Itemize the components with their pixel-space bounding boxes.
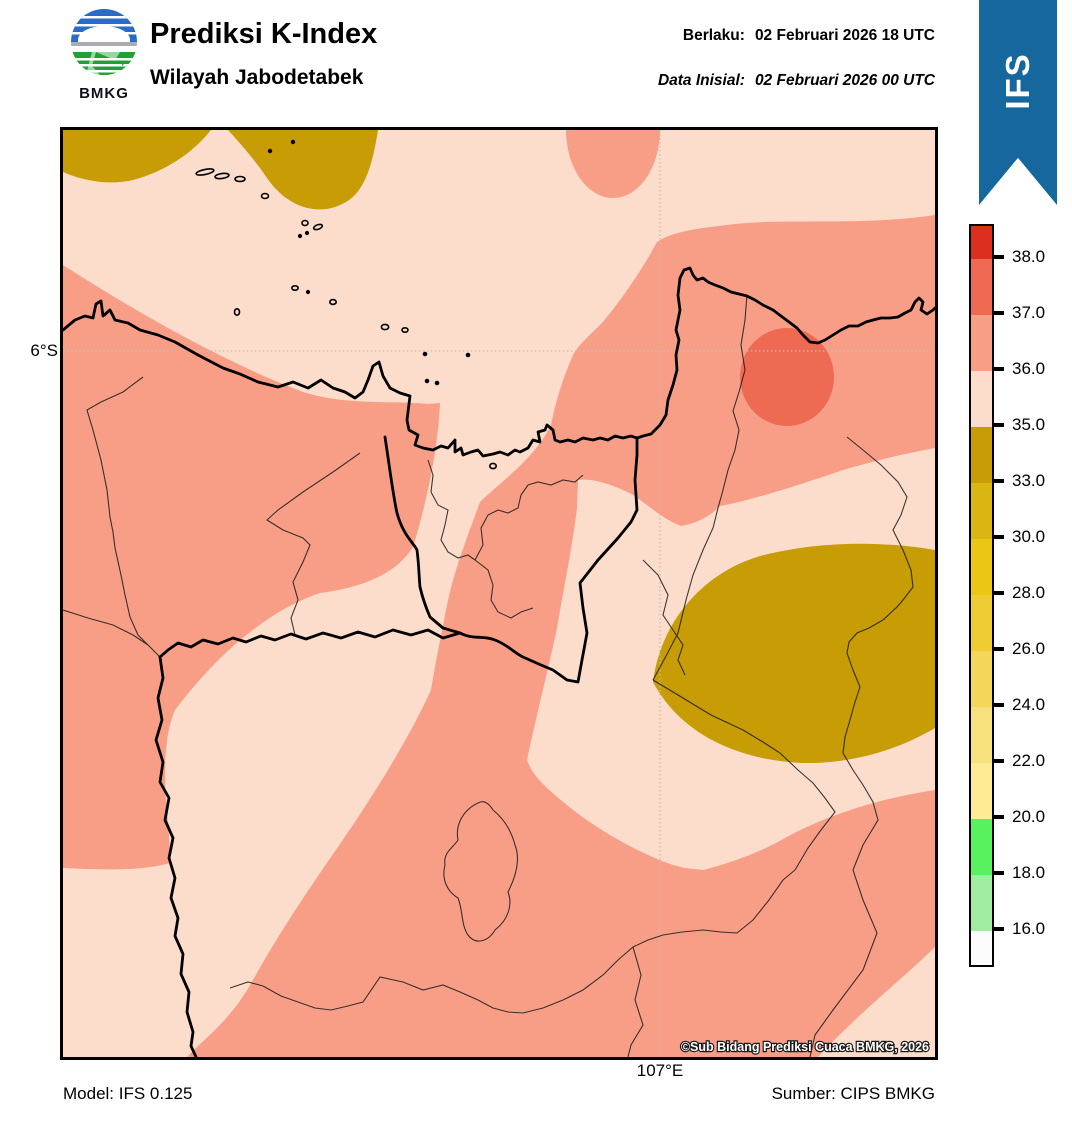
colorbar-tick-mark [992, 311, 1004, 315]
colorbar-segment [971, 595, 992, 651]
colorbar-tick-mark [992, 703, 1004, 707]
colorbar-tick-mark [992, 367, 1004, 371]
colorbar-tick-label: 28.0 [1012, 583, 1046, 602]
colorbar-segment [971, 315, 992, 371]
bmkg-logo-text: BMKG [79, 85, 129, 102]
bmkg-logo: BMKG [60, 6, 148, 108]
colorbar-ticks: 38.0 37.0 36.0 35.0 33.0 30.0 28.0 26.0 24.0 22.0… [992, 224, 1062, 963]
colorbar-tick-mark [992, 479, 1004, 483]
colorbar-segment [971, 819, 992, 875]
colorbar-tick-mark [992, 255, 1004, 259]
valid-time-value: 02 Februari 2026 18 UTC [754, 27, 935, 44]
colorbar-segment [971, 763, 992, 819]
fill-36-37-west [63, 265, 440, 870]
model-ribbon: IFS [979, 0, 1057, 205]
y-axis-tick-label: 6°S [30, 341, 58, 360]
colorbar-segment [971, 371, 992, 427]
colorbar-tick-label: 38.0 [1012, 247, 1046, 266]
colorbar-tick-label: 18.0 [1012, 863, 1046, 882]
fill-37-38-blob [740, 328, 834, 426]
colorbar-tick-label: 30.0 [1012, 527, 1046, 546]
valid-time-label: Berlaku: [682, 27, 745, 44]
fill-33-35-northwest [63, 130, 211, 183]
fill-36-37-top-blob [566, 130, 660, 198]
colorbar-tick-label: 24.0 [1012, 695, 1046, 714]
k-index-contour-map: ©Sub Bidang Prediksi Cuaca BMKG, 2026 [63, 130, 935, 1057]
colorbar-tick-label: 22.0 [1012, 751, 1046, 770]
colorbar-tick-mark [992, 647, 1004, 651]
colorbar-tick-mark [992, 591, 1004, 595]
colorbar-segment [971, 539, 992, 595]
page-title: Prediksi K-Index [150, 18, 378, 50]
init-time: Data Inisial: 02 Februari 2026 00 UTC [658, 72, 935, 90]
colorbar-tick-mark [992, 871, 1004, 875]
colorbar-segment [971, 226, 992, 259]
fill-36-37-main [187, 215, 935, 1057]
fill-33-35-north [228, 130, 378, 210]
fill-33-35-east [653, 543, 935, 764]
colorbar-tick-label: 37.0 [1012, 303, 1046, 322]
colorbar-tick-label: 33.0 [1012, 471, 1046, 490]
colorbar-segment [971, 707, 992, 763]
init-time-label: Data Inisial: [657, 72, 745, 89]
colorbar-segment [971, 875, 992, 931]
colorbar-tick-label: 16.0 [1012, 919, 1046, 938]
colorbar-tick-mark [992, 927, 1004, 931]
colorbar-tick-mark [992, 423, 1004, 427]
colorbar-segment [971, 651, 992, 707]
coastline [63, 266, 935, 458]
colorbar-tick-mark [992, 815, 1004, 819]
colorbar [969, 224, 994, 967]
colorbar-tick-label: 20.0 [1012, 807, 1046, 826]
district-boundaries [63, 294, 914, 1057]
x-axis-tick-label: 107°E [636, 1061, 684, 1080]
init-time-value: 02 Februari 2026 00 UTC [754, 72, 935, 89]
model-label: Model: IFS 0.125 [63, 1084, 193, 1103]
colorbar-segment [971, 483, 992, 539]
forecast-map: ©Sub Bidang Prediksi Cuaca BMKG, 2026 [60, 127, 938, 1060]
colorbar-tick-mark [992, 535, 1004, 539]
islands [195, 139, 497, 470]
source-label: Sumber: CIPS BMKG [771, 1084, 935, 1103]
colorbar-tick-label: 36.0 [1012, 359, 1046, 378]
colorbar-tick-label: 26.0 [1012, 639, 1046, 658]
province-boundaries [154, 435, 639, 1057]
colorbar-segment [971, 259, 992, 315]
colorbar-segment [971, 427, 992, 483]
colorbar-segment [971, 931, 992, 965]
map-copyright: ©Sub Bidang Prediksi Cuaca BMKG, 2026 [681, 1040, 929, 1054]
page-subtitle: Wilayah Jabodetabek [150, 66, 364, 89]
colorbar-tick-label: 35.0 [1012, 415, 1046, 434]
model-ribbon-label: IFS [999, 52, 1036, 110]
colorbar-tick-mark [992, 759, 1004, 763]
valid-time: Berlaku: 02 Februari 2026 18 UTC [683, 27, 935, 45]
bmkg-logo-icon [71, 9, 137, 75]
